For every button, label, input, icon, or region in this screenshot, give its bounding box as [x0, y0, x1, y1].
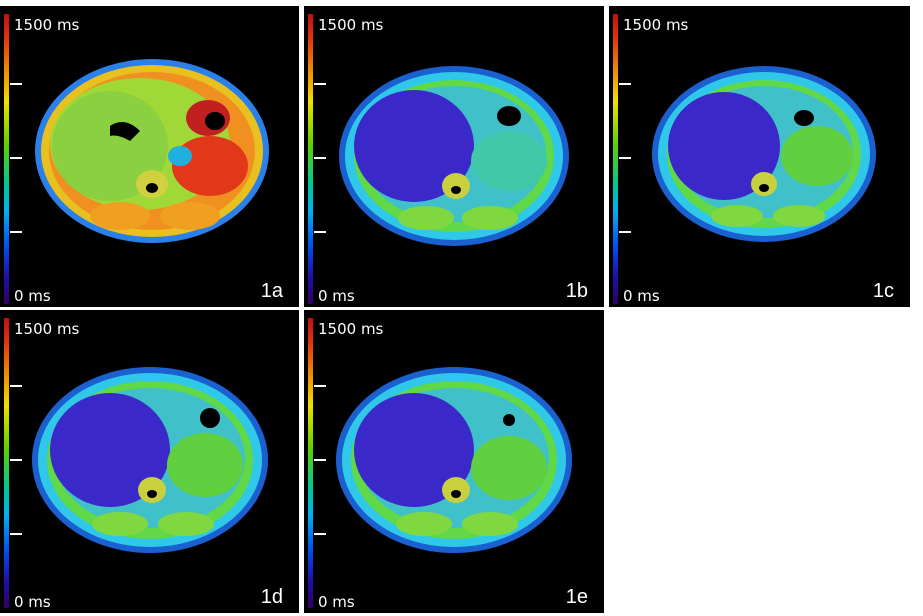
- colorbar: [4, 14, 9, 304]
- panel-label: 1d: [260, 586, 283, 608]
- mri-panel-1d: 1500 ms 0 ms 1d: [0, 310, 299, 613]
- colorbar-tick: [10, 459, 22, 461]
- colorbar-min-label: 0 ms: [318, 593, 355, 611]
- colorbar-tick: [314, 231, 326, 233]
- panel-label: 1c: [872, 280, 894, 302]
- panel-label: 1b: [565, 280, 588, 302]
- colorbar-max-label: 1500 ms: [14, 16, 80, 34]
- colorbar: [308, 14, 313, 304]
- colorbar-tick: [10, 385, 22, 387]
- colorbar-tick: [10, 533, 22, 535]
- colorbar-tick: [314, 83, 326, 85]
- mri-scan-image: [652, 66, 876, 242]
- colorbar-tick: [314, 385, 326, 387]
- mri-scan-image: [339, 66, 569, 246]
- mri-scan-image: [35, 59, 269, 243]
- colorbar-tick: [314, 459, 326, 461]
- colorbar-tick: [314, 533, 326, 535]
- mri-panel-1e: 1500 ms 0 ms 1e: [304, 310, 604, 613]
- mri-panel-1c: 1500 ms 0 ms 1c: [609, 6, 910, 307]
- colorbar-min-label: 0 ms: [318, 287, 355, 305]
- colorbar-min-label: 0 ms: [14, 287, 51, 305]
- mri-panel-1a: 1500 ms 0 ms 1a: [0, 6, 299, 307]
- colorbar-tick: [619, 157, 631, 159]
- colorbar-tick: [10, 157, 22, 159]
- colorbar-min-label: 0 ms: [623, 287, 660, 305]
- colorbar-tick: [619, 231, 631, 233]
- colorbar: [4, 318, 9, 608]
- colorbar-max-label: 1500 ms: [14, 320, 80, 338]
- panel-label: 1e: [565, 586, 588, 608]
- colorbar-tick: [10, 83, 22, 85]
- mri-scan-image: [32, 367, 268, 553]
- mri-scan-image: [336, 367, 572, 553]
- colorbar-tick: [314, 157, 326, 159]
- panel-label: 1a: [260, 280, 283, 302]
- colorbar-max-label: 1500 ms: [623, 16, 689, 34]
- colorbar-tick: [619, 83, 631, 85]
- mri-panel-1b: 1500 ms 0 ms 1b: [304, 6, 604, 307]
- colorbar: [308, 318, 313, 608]
- colorbar-max-label: 1500 ms: [318, 16, 384, 34]
- colorbar: [613, 14, 618, 304]
- colorbar-min-label: 0 ms: [14, 593, 51, 611]
- colorbar-max-label: 1500 ms: [318, 320, 384, 338]
- colorbar-tick: [10, 231, 22, 233]
